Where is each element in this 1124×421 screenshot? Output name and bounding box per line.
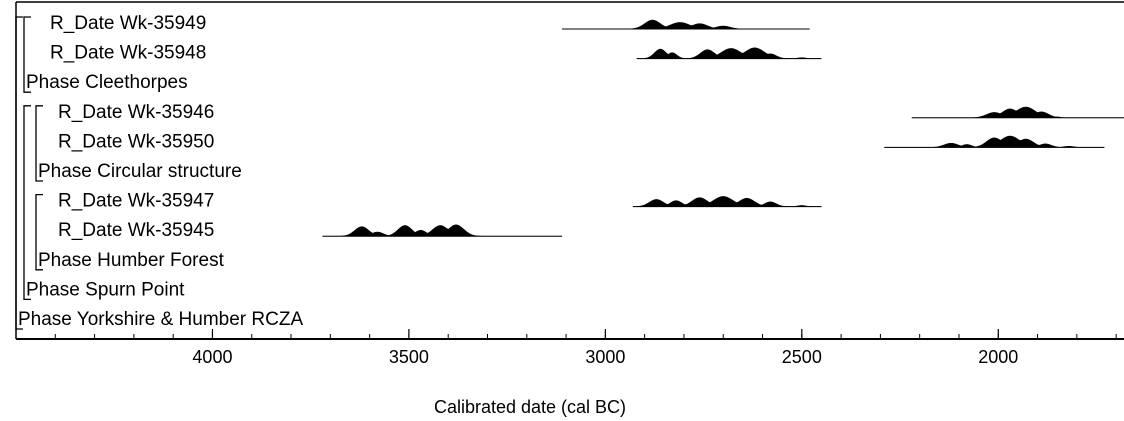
x-tick-label: 3500 — [389, 347, 429, 367]
date-label: R_Date Wk-35949 — [50, 13, 206, 34]
phase-bracket — [35, 193, 43, 271]
phase-label: Phase Cleethorpes — [26, 72, 188, 93]
probability-distribution — [884, 135, 1105, 148]
x-axis: 4000 3500 3000 2500 2000 — [15, 1, 1124, 367]
date-label: R_Date Wk-35946 — [58, 102, 214, 123]
date-label: R_Date Wk-35950 — [58, 131, 214, 152]
date-label: R_Date Wk-35947 — [58, 191, 214, 212]
phase-bracket — [23, 16, 31, 93]
probability-distribution — [911, 106, 1124, 119]
phase-bracket — [35, 105, 43, 182]
date-label: R_Date Wk-35948 — [50, 43, 206, 64]
probability-distribution — [636, 47, 821, 59]
x-axis-title: Calibrated date (cal BC) — [434, 397, 626, 417]
phase-label: Phase Humber Forest — [38, 250, 225, 271]
date-label: R_Date Wk-35945 — [58, 220, 214, 241]
phase-bracket — [23, 105, 31, 301]
date-distributions — [322, 19, 1124, 237]
probability-distribution — [322, 224, 562, 237]
phase-bracket — [15, 16, 23, 330]
phase-label: Phase Spurn Point — [26, 279, 185, 300]
phase-label: Phase Yorkshire & Humber RCZA — [18, 309, 303, 330]
x-tick-label: 2000 — [978, 347, 1018, 367]
phase-label: Phase Circular structure — [38, 161, 242, 182]
probability-distribution — [632, 196, 822, 207]
x-tick-label: 2500 — [782, 347, 822, 367]
x-tick-label: 4000 — [192, 347, 232, 367]
x-tick-label: 3000 — [585, 347, 625, 367]
row-labels: R_Date Wk-35949 R_Date Wk-35948 Phase Clee… — [18, 13, 303, 330]
probability-distribution — [562, 19, 809, 30]
